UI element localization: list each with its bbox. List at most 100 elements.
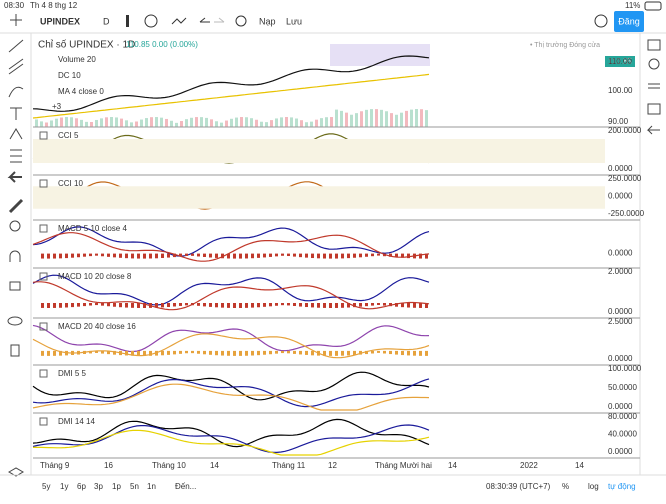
histogram-bar (233, 303, 236, 308)
range-button[interactable]: 3p (94, 482, 103, 491)
histogram-bar (203, 253, 206, 257)
indicator-line (32, 232, 430, 262)
histogram-bar (143, 253, 146, 259)
alerts[interactable] (648, 58, 660, 70)
histogram-bar (359, 303, 362, 307)
magnet-tool[interactable] (9, 250, 21, 262)
add-indicator[interactable] (144, 14, 158, 28)
save-button[interactable]: Lưu (286, 16, 302, 26)
volume-bar (365, 109, 368, 127)
pane-tick: 50.0000 (608, 383, 637, 392)
calendar[interactable] (647, 103, 661, 115)
trash-tool[interactable] (10, 344, 20, 357)
x-tick: 2022 (520, 461, 538, 470)
pattern-tool[interactable] (9, 128, 23, 140)
legend-item: MA 4 close 0 (58, 87, 104, 96)
volume-bar (200, 117, 203, 127)
legend-item: Volume 20 (58, 55, 96, 64)
histogram-bar (287, 350, 290, 354)
volume-bar (310, 121, 313, 127)
histogram-bar (323, 350, 326, 356)
auto-toggle[interactable]: tự động (608, 482, 636, 491)
publish-button[interactable]: Đăng (618, 16, 640, 26)
histogram-bar (359, 253, 362, 258)
x-tick: 14 (210, 461, 219, 470)
range-button[interactable]: 6p (77, 482, 86, 491)
eye-tool[interactable] (7, 316, 23, 326)
x-tick: Tháng 10 (152, 461, 186, 470)
histogram-bar (383, 303, 386, 306)
load-button[interactable]: Nạp (259, 16, 276, 26)
volume-bar (110, 117, 113, 127)
histogram-bar (245, 253, 248, 259)
range-button[interactable]: 5y (42, 482, 50, 491)
histogram-bar (287, 303, 290, 306)
histogram-bar (179, 303, 182, 306)
volume-bar (305, 122, 308, 127)
watchlist[interactable] (647, 39, 661, 51)
candle-icon[interactable] (126, 15, 129, 27)
volume-bar (385, 111, 388, 127)
histogram-bar (131, 303, 134, 308)
histogram-bar (347, 303, 350, 308)
histogram-bar (419, 350, 422, 356)
pane-tick: 0.0000 (608, 402, 633, 411)
lock-tool[interactable] (9, 281, 21, 291)
text-tool[interactable] (10, 107, 22, 120)
line-tool[interactable] (8, 39, 24, 53)
volume-bar (60, 117, 63, 127)
histogram-bar (269, 253, 272, 257)
range-button[interactable]: 1n (147, 482, 156, 491)
back-tool[interactable] (7, 171, 22, 183)
measure-tool[interactable] (10, 149, 22, 163)
pane-tick: 2.0000 (608, 267, 633, 276)
volume-bar (185, 119, 188, 127)
refresh[interactable] (235, 15, 247, 27)
volume-bar (235, 117, 238, 127)
crosshair-tool[interactable] (10, 14, 22, 26)
histogram-bar (41, 303, 44, 308)
symbol[interactable]: UPINDEX (40, 16, 80, 26)
fib-tool[interactable] (8, 58, 24, 75)
price-tick: 100.00 (608, 86, 633, 95)
histogram-bar (425, 253, 428, 259)
data-window[interactable] (648, 83, 660, 89)
volume-bar (285, 117, 288, 127)
interval[interactable]: D (103, 16, 110, 26)
goto[interactable]: Đến... (175, 482, 196, 491)
histogram-bar (377, 303, 380, 306)
histogram-bar (245, 303, 248, 308)
undo[interactable] (199, 17, 210, 23)
histogram-bar (275, 350, 278, 354)
volume-bar (225, 120, 228, 127)
histogram-bar (149, 350, 152, 356)
zoom-tool[interactable] (9, 220, 21, 232)
volume-bar (405, 110, 408, 127)
histogram-bar (83, 350, 86, 354)
histogram-bar (395, 350, 398, 355)
brush-tool[interactable] (8, 86, 24, 98)
percent-toggle[interactable]: % (562, 482, 569, 491)
range-button[interactable]: 1y (60, 482, 68, 491)
range-button[interactable]: 5n (130, 482, 139, 491)
histogram-bar (299, 303, 302, 307)
ruler-tool[interactable] (8, 198, 24, 214)
plus-button[interactable] (594, 14, 608, 28)
histogram-bar (305, 253, 308, 258)
histogram-bar (269, 303, 272, 307)
log-toggle[interactable]: log (588, 482, 599, 491)
compare-icon[interactable] (171, 17, 187, 25)
histogram-bar (269, 350, 272, 355)
histogram-bar (107, 350, 110, 355)
volume-bar (70, 117, 73, 127)
histogram-bar (107, 303, 110, 307)
histogram-bar (299, 350, 302, 355)
range-button[interactable]: 1p (112, 482, 121, 491)
histogram-bar (71, 303, 74, 308)
pane-tick: 0.0000 (608, 164, 633, 173)
publish-button-bg[interactable] (614, 11, 644, 32)
battery-icon (644, 1, 662, 11)
redo[interactable] (214, 17, 225, 23)
histogram-bar (341, 303, 344, 308)
collapse[interactable] (646, 125, 660, 135)
